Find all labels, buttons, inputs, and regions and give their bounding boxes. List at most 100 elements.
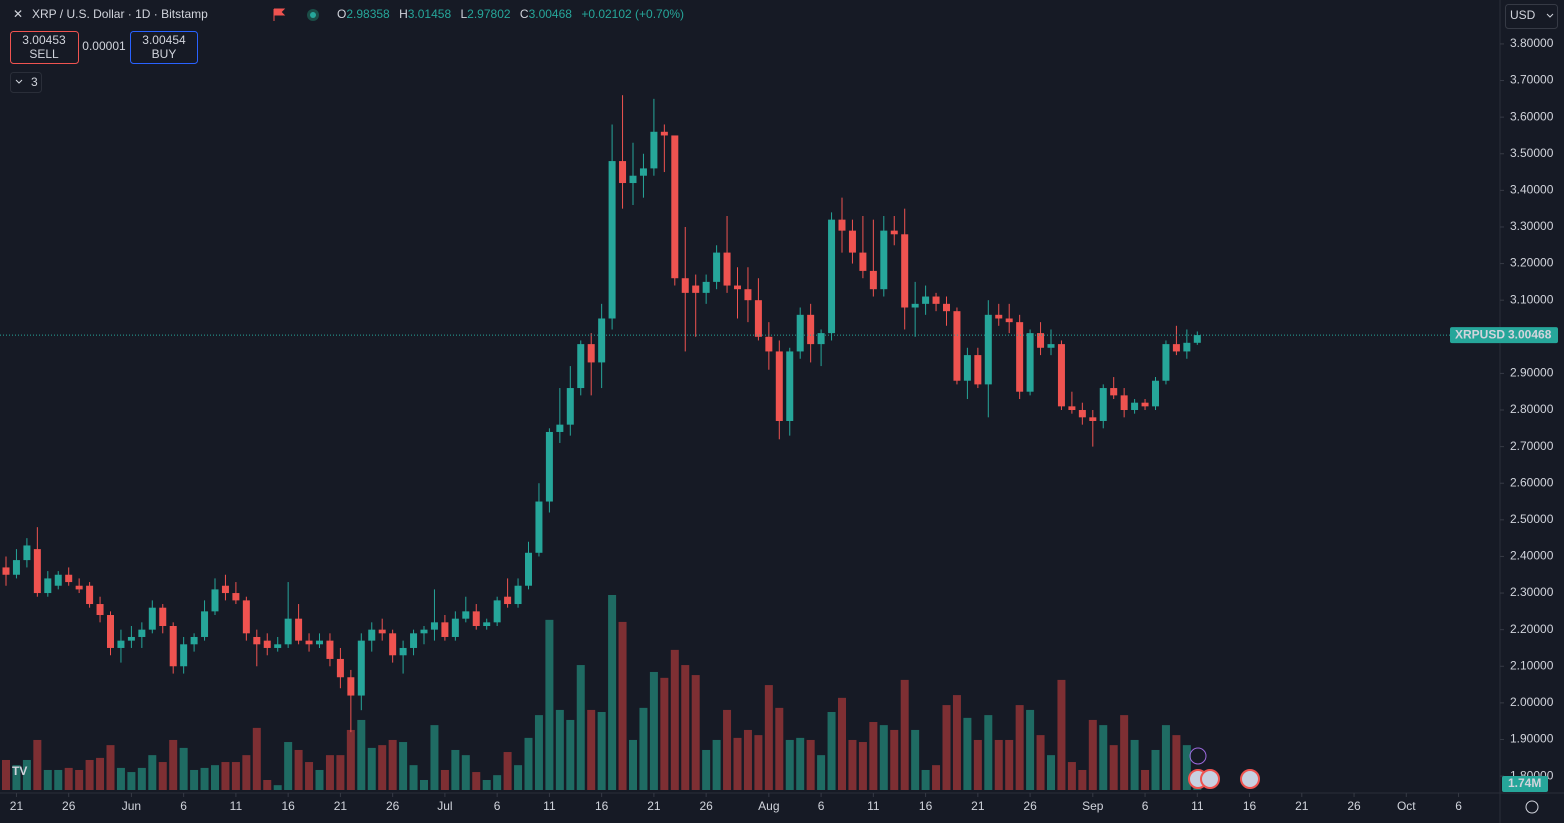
volume-bar: [952, 695, 961, 790]
c-value: 3.00468: [529, 7, 573, 21]
candle-body: [639, 168, 647, 176]
volume-bar: [284, 742, 293, 790]
event-flag[interactable]: [1200, 769, 1220, 789]
volume-bar: [461, 755, 470, 790]
volume-bar: [315, 769, 324, 790]
volume-bar: [33, 739, 42, 790]
candle-body: [180, 644, 188, 667]
plot: [2, 95, 1202, 790]
candle-body: [420, 629, 428, 634]
close-icon[interactable]: ✕: [13, 7, 23, 21]
candle-body: [807, 314, 815, 345]
candle-body: [274, 644, 282, 648]
volume-bar: [890, 729, 899, 790]
o-value: 2.98358: [346, 7, 390, 21]
y-tick-label: 2.30000: [1510, 585, 1554, 599]
flag-icon[interactable]: [273, 8, 286, 21]
candle-body: [368, 629, 376, 641]
candle-body: [608, 161, 616, 319]
volume-bar: [190, 769, 199, 790]
volume-bar: [200, 767, 209, 790]
candle-body: [943, 303, 950, 312]
volume-bar: [75, 769, 84, 790]
x-tick-label: Sep: [1082, 799, 1104, 813]
x-tick-label: 6: [818, 799, 825, 813]
volume-bar: [555, 709, 564, 790]
candle-body: [1162, 344, 1170, 381]
candle-body: [828, 219, 836, 334]
volume-bar: [681, 665, 690, 790]
currency-select[interactable]: [1505, 4, 1558, 29]
currency: USD: [1510, 8, 1536, 22]
volume-bar: [106, 745, 115, 790]
y-tick-label: 2.40000: [1510, 549, 1554, 563]
candle-body: [713, 252, 721, 282]
volume-bar: [973, 739, 982, 790]
volume-bar: [723, 709, 732, 790]
volume-bar: [211, 765, 219, 790]
candle-body: [671, 135, 679, 279]
volume-bar: [242, 755, 251, 790]
x-tick-label: 16: [919, 799, 933, 813]
volume-bar: [399, 742, 408, 790]
volume-bar: [1172, 735, 1181, 790]
settings-icon[interactable]: [1525, 800, 1539, 814]
candle-body: [232, 593, 240, 601]
tv-logo[interactable]: TV: [12, 764, 27, 778]
candle-body: [54, 574, 62, 586]
l-value: 2.97802: [467, 7, 511, 21]
candle-body: [786, 351, 794, 421]
volume-bar: [503, 752, 512, 790]
candle-body: [1120, 395, 1128, 411]
candle-body: [984, 314, 992, 385]
volume-bar: [785, 739, 794, 790]
candle-body: [86, 585, 94, 605]
buy-button[interactable]: [130, 31, 198, 64]
y-tick-label: 3.30000: [1510, 219, 1554, 233]
change: +0.02102 (+0.70%): [581, 7, 684, 21]
footer-icons: TV: [12, 747, 1539, 814]
candle-body: [734, 285, 741, 290]
volume-bar: [127, 772, 136, 790]
volume-bar: [576, 665, 585, 790]
volume-bar: [963, 717, 972, 790]
volume-bar: [1047, 755, 1055, 790]
candle-body: [117, 640, 125, 648]
y-tick-label: 3.20000: [1510, 256, 1554, 270]
candle-body: [1152, 380, 1159, 407]
y-tick-label: 1.90000: [1510, 732, 1554, 746]
x-tick-label: 21: [647, 799, 661, 813]
candle-body: [263, 640, 271, 648]
volume-bar: [1015, 705, 1024, 790]
candle-body: [336, 658, 344, 678]
y-tick-label: 2.90000: [1510, 366, 1554, 380]
indicators-toggle[interactable]: [10, 72, 42, 93]
candle-body: [1193, 335, 1201, 343]
candle-body: [1037, 333, 1045, 348]
volume-bar: [639, 707, 648, 790]
candle-body: [535, 501, 543, 553]
x-tick-label: Oct: [1397, 799, 1416, 813]
volume-bar: [660, 677, 669, 790]
event-flag[interactable]: [1240, 769, 1260, 789]
candle-body: [890, 230, 898, 235]
candle-body: [1047, 344, 1055, 348]
candle-body: [859, 252, 867, 271]
h-label: H: [399, 7, 408, 21]
sell-button[interactable]: [10, 31, 79, 64]
sell-label: SELL: [29, 47, 59, 61]
candle-body: [629, 175, 637, 184]
event-bolt[interactable]: [1189, 747, 1207, 765]
sell-price: 3.00453: [22, 33, 66, 47]
candle-body: [995, 314, 1003, 319]
volume-bar: [1036, 735, 1045, 790]
volume-bar: [346, 729, 355, 790]
y-tick-label: 3.10000: [1510, 292, 1554, 306]
candle-body: [148, 607, 156, 630]
candle-body: [619, 161, 627, 184]
y-tick-label: 2.70000: [1510, 439, 1554, 453]
volume-tag-box: [1502, 776, 1548, 792]
volume-bar: [806, 739, 815, 790]
candle-body: [295, 618, 303, 641]
volume-bar: [116, 767, 125, 790]
